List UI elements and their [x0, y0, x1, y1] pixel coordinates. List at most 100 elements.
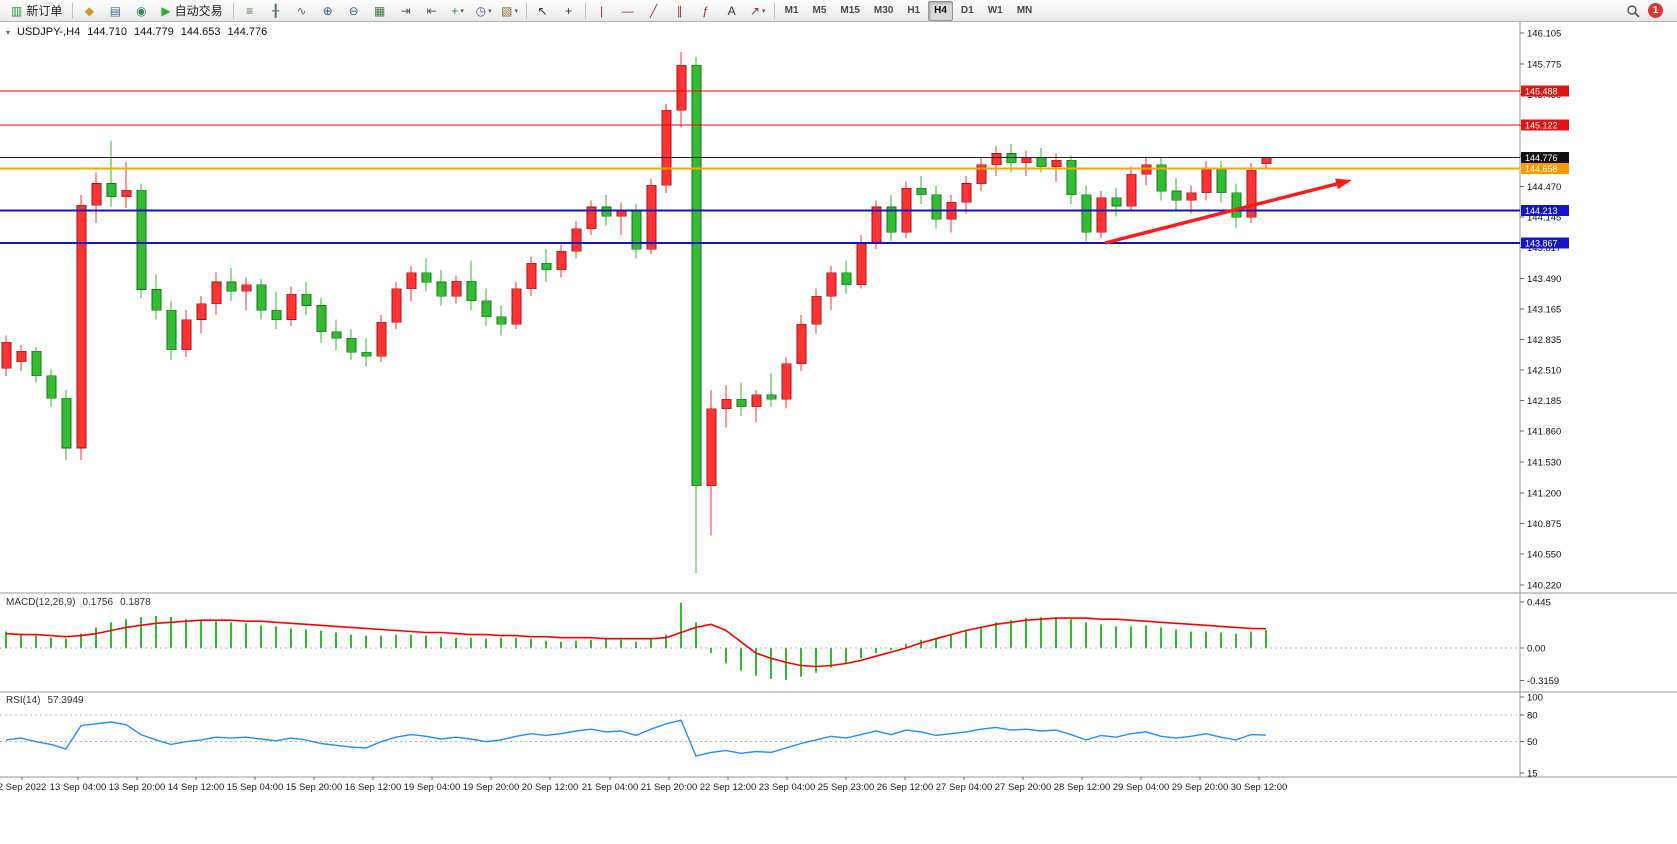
navigator-button[interactable]: ◉ — [128, 0, 154, 22]
time-axis-label: 14 Sep 12:00 — [168, 782, 225, 793]
templates-icon: ▧ — [501, 3, 513, 18]
candlestick-chart-icon: ╂ — [271, 3, 280, 18]
indicators-button[interactable]: + ▾ — [445, 0, 471, 22]
candle-body — [1066, 159, 1077, 196]
dropdown-caret-icon[interactable]: ▾ — [514, 7, 519, 15]
candle-body — [61, 397, 72, 449]
timeframe-m15-button[interactable]: M15 — [840, 5, 860, 16]
price-badge-label: 143.867 — [1525, 238, 1558, 248]
new-order-button[interactable]: ▥ 新订单 — [4, 0, 69, 22]
candle-body — [1, 341, 12, 369]
dropdown-caret-icon[interactable]: ▾ — [460, 7, 464, 15]
bar-chart-button[interactable]: ≡ — [237, 0, 263, 22]
time-axis-label: 30 Sep 12:00 — [1231, 782, 1288, 793]
candle-body — [736, 398, 747, 408]
price-badge — [1521, 119, 1569, 131]
candles — [1, 52, 1272, 573]
periods-button[interactable]: ◷ ▾ — [471, 0, 497, 22]
candle-body — [811, 295, 822, 325]
price-axis-label: 142.185 — [1527, 396, 1561, 407]
candle-body — [1201, 168, 1212, 194]
crosshair-button[interactable]: + — [556, 0, 582, 22]
candle-body — [1156, 164, 1167, 192]
vertical-line-button[interactable]: | — [589, 0, 615, 22]
candle-body — [481, 300, 492, 317]
toolbar: ▥ 新订单 ◆ ▤ ◉ ▶ 自动交易 ≡ ╂ ∿ ⊕ ⊖ ▦ ⇥ ⇤ + ▾ ◷ ▾ ▧ ▾ ↖ + | — ╱ ∥ ƒ A ↗ ▾ M1 M5… — [0, 0, 1677, 22]
market-watch-icon: ▤ — [109, 3, 122, 18]
candle-body — [346, 337, 357, 353]
timeframe-m5-button[interactable]: M5 — [812, 5, 827, 16]
templates-button[interactable]: ▧ ▾ — [497, 0, 523, 22]
macd-axis-label: -0.3159 — [1527, 676, 1559, 687]
time-axis-label: 26 Sep 12:00 — [877, 782, 934, 793]
timeframe-h4-button[interactable]: H4 — [928, 0, 953, 21]
autotrading-button[interactable]: ▶ 自动交易 — [154, 0, 229, 22]
time-axis-label: 2 Sep 2022 — [0, 782, 46, 793]
time-axis-label: 27 Sep 20:00 — [995, 782, 1052, 793]
cursor-button[interactable]: ↖ — [530, 0, 556, 22]
price-axis-label: 142.510 — [1527, 366, 1561, 377]
zoom-out-button[interactable]: ⊖ — [341, 0, 367, 22]
macd-signal-line — [5, 617, 1267, 668]
timeframe-d1-button[interactable]: D1 — [960, 5, 974, 16]
horizontal-line-button[interactable]: — — [615, 0, 641, 22]
candle-body — [1231, 192, 1242, 218]
timeframe-m1-button[interactable]: M1 — [784, 5, 799, 16]
candle-body — [106, 183, 117, 197]
crosshair-icon: + — [565, 3, 573, 18]
tile-windows-button[interactable]: ▦ — [367, 0, 393, 22]
candle-body — [1081, 194, 1092, 233]
candle-body — [1246, 170, 1257, 218]
equidistant-channel-button[interactable]: ∥ — [667, 0, 693, 22]
price-axis-label: 146.105 — [1527, 29, 1561, 40]
chart-canvas[interactable]: 146.105145.775145.450145.120144.795144.4… — [0, 22, 1677, 844]
horizontal-line-icon: — — [621, 3, 634, 18]
fibonacci-button[interactable]: ƒ — [693, 0, 719, 22]
text-button[interactable]: A — [719, 0, 745, 22]
candle-body — [406, 272, 417, 289]
price-axis-label: 140.220 — [1527, 581, 1561, 592]
chart-area[interactable]: 146.105145.775145.450145.120144.795144.4… — [0, 22, 1677, 844]
candlestick-chart-button[interactable]: ╂ — [263, 0, 289, 22]
tile-windows-icon: ▦ — [373, 3, 386, 18]
autotrading-icon: ▶ — [161, 3, 171, 18]
timeframe-h1-button[interactable]: H1 — [907, 5, 921, 16]
trend-arrow-head[interactable] — [1335, 178, 1352, 190]
price-axis-label: 143.165 — [1527, 304, 1561, 315]
notification-badge[interactable]: 1 — [1648, 3, 1663, 18]
dropdown-caret-icon[interactable]: ▾ — [488, 7, 492, 15]
timeframe-m30-button[interactable]: M30 — [873, 5, 894, 16]
timeframe-mn-button[interactable]: MN — [1016, 5, 1033, 16]
fibonacci-icon: ƒ — [702, 3, 709, 18]
metaeditor-button[interactable]: ◆ — [76, 0, 102, 22]
price-badge-label: 145.488 — [1525, 86, 1558, 96]
zoom-in-button[interactable]: ⊕ — [315, 0, 341, 22]
search-icon[interactable] — [1626, 4, 1640, 18]
arrows-button[interactable]: ↗ ▾ — [745, 0, 771, 22]
toolbar-separator — [525, 2, 527, 19]
candle-body — [46, 375, 57, 399]
trendline-button[interactable]: ╱ — [641, 0, 667, 22]
candle-body — [331, 331, 342, 339]
auto-scroll-button[interactable]: ⇥ — [393, 0, 419, 22]
market-watch-button[interactable]: ▤ — [102, 0, 128, 22]
time-axis-label: 29 Sep 04:00 — [1113, 782, 1170, 793]
candle-body — [931, 194, 942, 220]
rsi-axis-label: 15 — [1527, 769, 1538, 780]
candle-body — [271, 309, 282, 320]
time-axis-label: 23 Sep 04:00 — [759, 782, 816, 793]
candle-body — [961, 183, 972, 203]
toolbar-separator — [232, 2, 234, 19]
candle-body — [781, 363, 792, 400]
timeframe-w1-button[interactable]: W1 — [987, 5, 1003, 16]
candle-body — [361, 352, 372, 357]
line-chart-button[interactable]: ∿ — [289, 0, 315, 22]
toolbar-separator — [72, 2, 74, 19]
chart-shift-icon: ⇤ — [426, 3, 437, 18]
trend-arrow[interactable] — [1104, 180, 1343, 245]
dropdown-caret-icon[interactable]: ▾ — [761, 7, 766, 15]
candle-body — [451, 280, 462, 297]
chart-shift-button[interactable]: ⇤ — [419, 0, 445, 22]
time-axis-label: 19 Sep 20:00 — [463, 782, 520, 793]
candle-body — [766, 394, 777, 400]
